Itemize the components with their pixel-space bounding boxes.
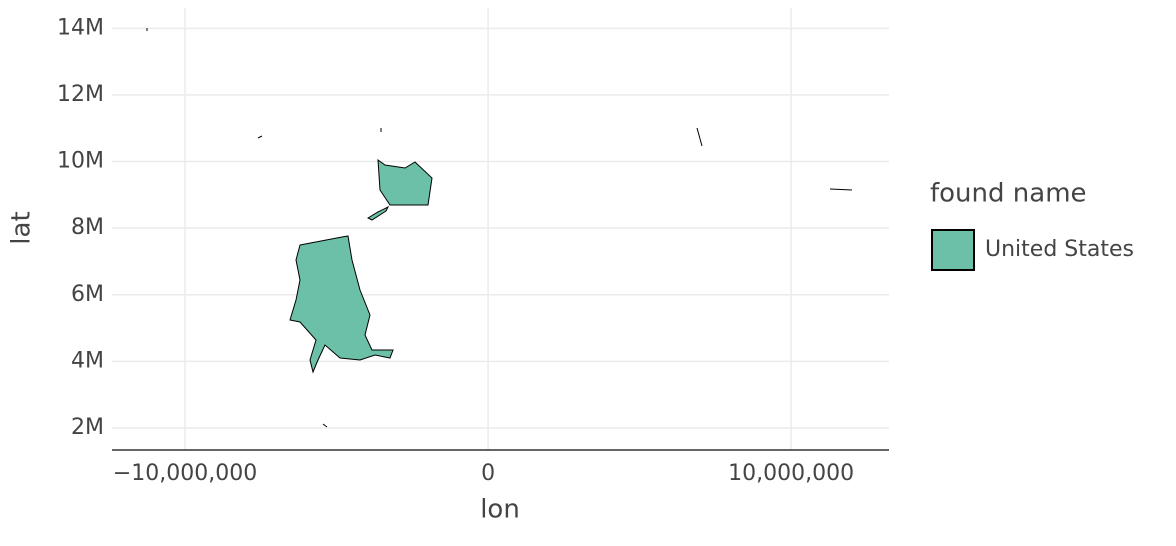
aleutians — [366, 205, 390, 221]
legend-title: found name — [930, 179, 1087, 209]
y-tick-label: 12M — [57, 82, 104, 107]
alaska — [377, 158, 433, 206]
y-tick-label: 2M — [71, 415, 104, 440]
y-axis-label: lat — [7, 211, 37, 244]
y-tick-label: 4M — [71, 348, 104, 373]
mainland — [289, 235, 394, 374]
legend-swatch — [931, 229, 975, 271]
y-tick-label: 10M — [57, 149, 104, 174]
y-tick-label: 14M — [57, 15, 104, 40]
x-tick-label: −10,000,000 — [113, 461, 257, 486]
islands — [146, 28, 853, 428]
x-tick-label: 0 — [481, 461, 495, 486]
legend-label: United States — [985, 237, 1134, 262]
x-tick-label: 10,000,000 — [728, 461, 854, 486]
map-shapes — [146, 28, 853, 428]
y-tick-label: 8M — [71, 215, 104, 240]
y-tick-label: 6M — [71, 282, 104, 307]
x-axis-label: lon — [480, 495, 520, 525]
